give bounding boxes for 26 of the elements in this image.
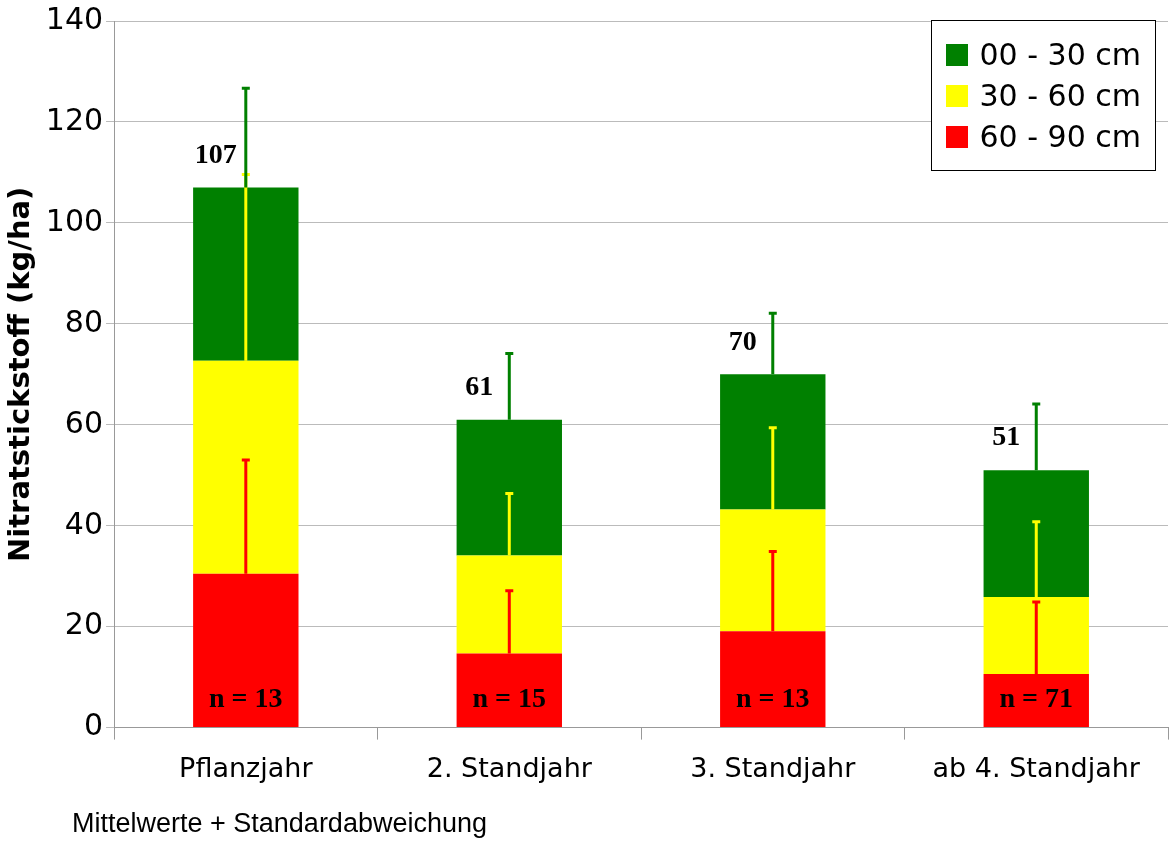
y-axis-title: Nitratstickstoff (kg/ha) <box>1 186 36 562</box>
annotation: n = 13 <box>736 681 810 713</box>
total-label: 107 <box>194 137 237 169</box>
y-tick-label: 80 <box>64 303 104 339</box>
y-tick-label: 0 <box>83 707 104 743</box>
total-label: 61 <box>465 369 494 401</box>
legend-label: 30 - 60 cm <box>979 78 1141 113</box>
x-tick-label: 2. Standjahr <box>426 751 593 783</box>
legend-label: 60 - 90 cm <box>979 119 1141 154</box>
y-tick-label: 20 <box>64 606 104 642</box>
bar <box>193 187 299 361</box>
x-tick-label: ab 4. Standjahr <box>932 751 1141 783</box>
y-tick-label: 100 <box>45 202 104 238</box>
annotation: n = 71 <box>999 681 1074 713</box>
annotation: n = 13 <box>209 681 283 713</box>
text: Mittelwerte + Standardabweichung <box>72 808 487 839</box>
x-tick-label: Pflanzjahr <box>179 751 314 783</box>
legend-label: 00 - 30 cm <box>979 37 1141 72</box>
y-tick-label: 60 <box>64 404 104 440</box>
total-label: 51 <box>992 420 1021 452</box>
annotation: n = 15 <box>472 681 547 713</box>
y-tick-label: 140 <box>45 0 104 36</box>
total-label: 70 <box>728 324 757 356</box>
y-tick-label: 40 <box>64 505 104 541</box>
y-tick-label: 120 <box>45 101 104 137</box>
x-tick-label: 3. Standjahr <box>690 751 857 783</box>
